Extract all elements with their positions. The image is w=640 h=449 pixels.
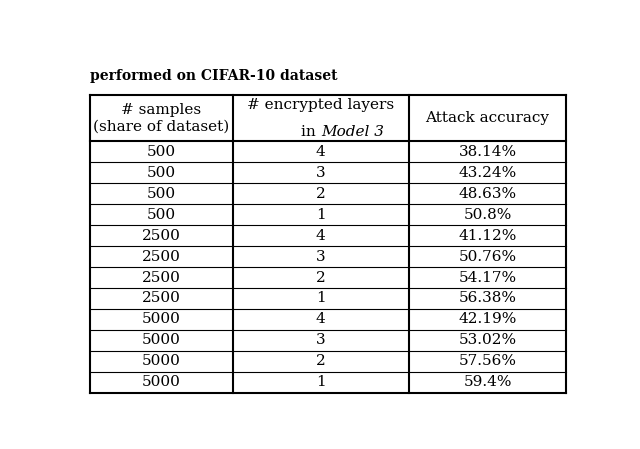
Text: performed on CIFAR-10 dataset: performed on CIFAR-10 dataset xyxy=(90,69,337,84)
Text: 50.76%: 50.76% xyxy=(458,250,516,264)
Text: 500: 500 xyxy=(147,208,176,222)
Text: 2500: 2500 xyxy=(142,250,180,264)
Text: 3: 3 xyxy=(316,250,326,264)
Text: in: in xyxy=(301,124,321,139)
Text: 2: 2 xyxy=(316,187,326,201)
Text: 4: 4 xyxy=(316,229,326,242)
Text: 2500: 2500 xyxy=(142,271,180,285)
Text: 2500: 2500 xyxy=(142,229,180,242)
Text: 3: 3 xyxy=(316,333,326,348)
Text: 56.38%: 56.38% xyxy=(458,291,516,305)
Text: # encrypted layers: # encrypted layers xyxy=(247,98,394,112)
Text: 5000: 5000 xyxy=(142,313,180,326)
Text: 1: 1 xyxy=(316,375,326,389)
Text: 2500: 2500 xyxy=(142,291,180,305)
Text: 500: 500 xyxy=(147,166,176,180)
Text: 50.8%: 50.8% xyxy=(463,208,512,222)
Text: 4: 4 xyxy=(316,145,326,159)
Text: 2: 2 xyxy=(316,354,326,368)
Text: 43.24%: 43.24% xyxy=(458,166,516,180)
Text: 5000: 5000 xyxy=(142,375,180,389)
Text: 2: 2 xyxy=(316,271,326,285)
Text: 500: 500 xyxy=(147,187,176,201)
Text: 53.02%: 53.02% xyxy=(458,333,516,348)
Text: 1: 1 xyxy=(316,291,326,305)
Text: 1: 1 xyxy=(316,208,326,222)
Text: 5000: 5000 xyxy=(142,333,180,348)
Text: 59.4%: 59.4% xyxy=(463,375,512,389)
Text: 54.17%: 54.17% xyxy=(458,271,516,285)
Text: 4: 4 xyxy=(316,313,326,326)
Text: 3: 3 xyxy=(316,166,326,180)
Text: # samples
(share of dataset): # samples (share of dataset) xyxy=(93,103,230,133)
Text: 500: 500 xyxy=(147,145,176,159)
Text: 5000: 5000 xyxy=(142,354,180,368)
Text: 38.14%: 38.14% xyxy=(458,145,516,159)
Text: 57.56%: 57.56% xyxy=(458,354,516,368)
Text: 42.19%: 42.19% xyxy=(458,313,516,326)
Text: Attack accuracy: Attack accuracy xyxy=(426,111,550,125)
Text: Model 3: Model 3 xyxy=(321,124,384,139)
Text: 41.12%: 41.12% xyxy=(458,229,516,242)
Text: 48.63%: 48.63% xyxy=(458,187,516,201)
